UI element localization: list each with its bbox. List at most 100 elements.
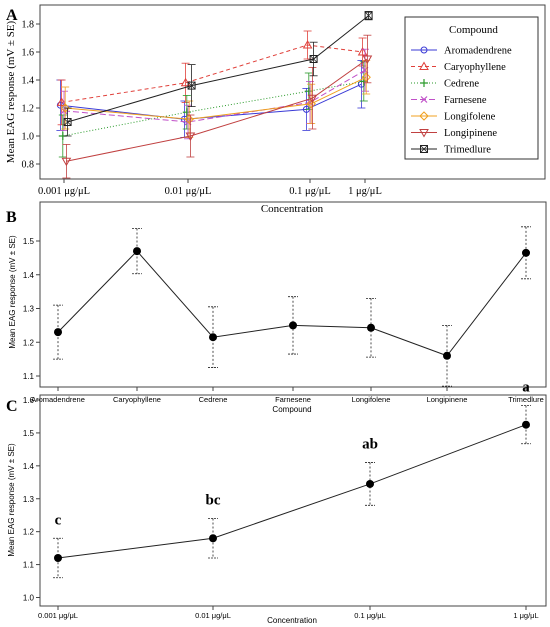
y-tick-label: 1.2 [22,104,35,115]
y-axis-label: Mean EAG response (mV ± SE) [8,235,17,349]
panel-a: 0.8 1.0 1.2 1.4 1.6 1.8 0.001 μg/μL 0.01 μg/μL 0… [5,4,546,215]
panel-b: 1.1 1.2 1.3 1.4 1.5 Aromadendrene Caryophyllen… [8,201,547,414]
significance-letter: c [55,512,62,528]
legend-entry: Caryophyllene [444,62,506,73]
x-tick-label: Longipinene [427,395,468,404]
y-tick-label: 1.6 [22,48,35,59]
y-tick-label: 1.4 [23,462,35,471]
y-tick-label: 1.0 [23,594,35,603]
point-marker [309,55,318,63]
series-line [57,424,527,559]
series-line-caryophyllene [61,44,363,103]
point-marker [306,99,316,109]
legend-marker [419,111,429,121]
y-tick-label: 1.3 [23,305,35,314]
x-tick-label: 0.1 μg/μL [354,611,386,620]
point-marker-x [63,118,72,126]
panel-label-a: A [6,7,18,24]
panel-c: 1.0 1.1 1.2 1.3 1.4 1.5 1.6 0.001 μg/μL 0.01 μg/… [7,380,547,625]
series-line-aromadendrene [60,83,362,120]
legend-entry: Aromadendrene [444,46,512,57]
y-tick-label: 1.5 [23,237,35,246]
legend-entry: Longifolene [444,112,496,123]
legend-marker [420,96,428,103]
point-marker-x [309,55,318,63]
legend-entry: Cedrene [444,79,479,90]
point-marker [61,157,72,167]
point-marker [184,114,194,124]
data-point [289,321,297,330]
series-line-longipinene [66,58,368,162]
legend-marker [420,46,428,54]
point-marker-x [364,11,373,20]
point-marker [60,103,70,113]
legend-marker [420,79,428,87]
point-marker [364,11,373,20]
y-tick-label: 1.4 [23,271,35,280]
y-tick-label: 1.0 [22,132,35,143]
significance-letter: bc [206,493,221,509]
significance-letter: a [522,380,530,396]
y-tick-label: 1.2 [23,338,35,347]
point-marker [361,72,371,82]
legend-entry: Trimedlure [444,145,491,156]
panel-label-c: C [6,398,18,415]
y-axis-label: Mean EAG response (mV ± SE) [7,443,16,557]
y-axis-label: Mean EAG response (mV ± SE) [5,20,17,163]
x-tick-label: 0.01 μg/μL [165,186,212,197]
point-marker [187,81,196,90]
y-tick-label: 1.8 [22,20,35,31]
plot-frame [39,201,547,388]
legend-entry: Longipinene [444,128,497,139]
series-line-trimedlure [67,15,369,123]
x-tick-label: 0.001 μg/μL [38,186,90,197]
legend-marker [419,129,429,138]
x-tick-label: Caryophyllene [113,395,161,404]
y-tick-label: 1.2 [23,528,35,537]
point-marker [362,55,373,65]
plot-frame [39,394,547,607]
x-tick-label: 0.1 μg/μL [289,186,331,197]
series-line-farnesene [63,69,366,123]
x-tick-label: 1 μg/μL [513,611,538,620]
point-marker [307,94,318,104]
data-point [209,333,217,342]
data-point [54,554,62,562]
legend-title: Compound [449,24,498,36]
point-marker [63,118,72,126]
legend-marker [420,145,428,153]
data-point [366,479,374,488]
x-tick-label: Cedrene [199,395,228,404]
significance-letter: ab [362,437,378,453]
y-tick-label: 1.3 [23,495,35,504]
data-point [522,248,530,257]
legend-entry: Farnesene [444,95,487,106]
x-tick-label: Aromadendrene [31,395,85,404]
point-marker-x [187,81,196,90]
x-tick-label: Farnesene [275,395,311,404]
legend-marker [419,61,429,70]
x-axis-label: Concentration [267,616,317,625]
plot-frame [39,4,546,180]
panel-label-b: B [6,209,17,226]
data-point [443,351,451,360]
x-axis-label: Compound [272,405,311,414]
y-tick-label: 1.6 [23,396,35,405]
x-tick-label: 0.001 μg/μL [38,611,78,620]
series-line-longifolene [65,76,367,120]
data-point [54,328,62,337]
x-tick-label: 0.01 μg/μL [195,611,231,620]
x-tick-label: Trimedlure [508,395,544,404]
x-tick-label: Longifolene [352,395,391,404]
x-tick-label: 1 μg/μL [348,186,382,197]
data-point [133,247,141,256]
x-axis-label: Concentration [261,203,324,215]
data-point [209,534,217,543]
legend-box [404,16,539,160]
series-line-cedrene [62,80,364,137]
y-tick-label: 1.5 [23,429,35,438]
series-line [57,250,527,357]
point-marker [302,39,313,49]
point-marker [185,132,196,142]
